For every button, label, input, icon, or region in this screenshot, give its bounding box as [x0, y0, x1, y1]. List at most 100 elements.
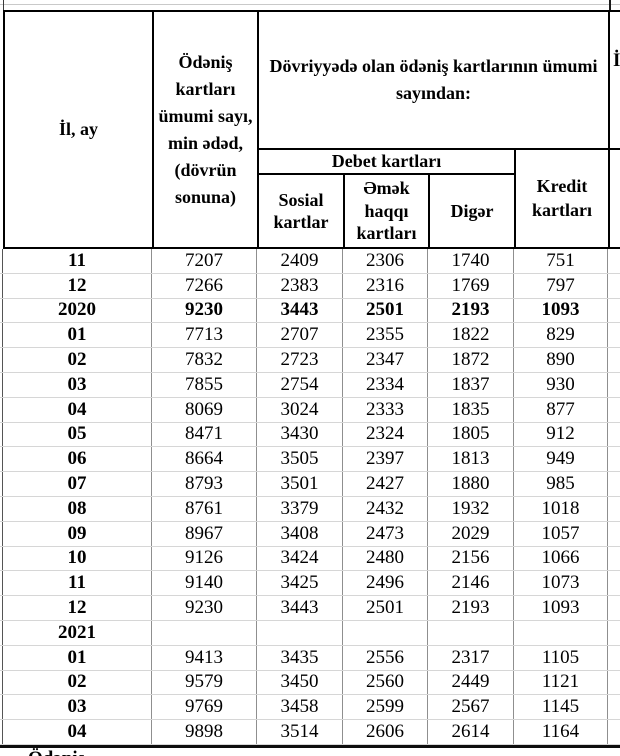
row-label: 01	[3, 645, 152, 670]
table-row: 05 8471 3430 2324 1805 912	[0, 422, 620, 448]
row-gutter	[0, 249, 3, 273]
row-value: 2567	[428, 695, 514, 720]
row-gutter	[0, 372, 3, 397]
row-value: 3514	[257, 720, 343, 744]
header-social-cards: Sosial kartlar	[259, 175, 345, 249]
row-value: 1105	[514, 645, 608, 670]
table-row: 09 8967 3408 2473 2029 1057	[0, 521, 620, 547]
row-value: 1066	[514, 546, 608, 571]
table-row: 11 9140 3425 2496 2146 1073	[0, 571, 620, 597]
row-value: 2449	[428, 670, 514, 695]
row-cut-cell	[608, 646, 620, 670]
row-value: 1837	[428, 372, 514, 397]
row-cut-cell	[608, 497, 620, 521]
row-cut-cell	[608, 571, 620, 595]
row-label: 03	[3, 695, 152, 720]
row-value: 1932	[428, 496, 514, 521]
row-value: 949	[514, 447, 608, 472]
table-row: 2020 9230 3443 2501 2193 1093	[0, 298, 620, 324]
row-value: 1740	[428, 249, 514, 273]
row-value: 3424	[257, 546, 343, 571]
row-value	[514, 620, 608, 645]
row-value: 2606	[343, 720, 428, 744]
header-salary-cards: Əmək haqqı kartları	[345, 175, 430, 249]
row-value: 7713	[152, 323, 257, 348]
table-row: 2021	[0, 620, 620, 646]
row-label: 12	[3, 273, 152, 298]
row-label: 02	[3, 348, 152, 372]
row-value: 2306	[343, 249, 428, 273]
row-label: 05	[3, 422, 152, 447]
row-value: 1093	[514, 298, 608, 323]
row-cut-cell	[608, 522, 620, 546]
row-value: 2432	[343, 496, 428, 521]
row-value: 2029	[428, 521, 514, 546]
row-value: 7207	[152, 249, 257, 273]
table-row: 08 8761 3379 2432 1932 1018	[0, 496, 620, 522]
row-value: 9769	[152, 695, 257, 720]
row-value: 797	[514, 273, 608, 298]
row-value	[152, 620, 257, 645]
row-label: 02	[3, 670, 152, 695]
row-value: 3379	[257, 496, 343, 521]
row-label: 2021	[3, 620, 152, 645]
row-value: 9898	[152, 720, 257, 744]
row-value: 2560	[343, 670, 428, 695]
row-value: 2347	[343, 348, 428, 372]
row-value: 3425	[257, 571, 343, 596]
row-value: 2723	[257, 348, 343, 372]
row-cut-cell	[608, 274, 620, 298]
row-value: 2334	[343, 372, 428, 397]
row-value: 3408	[257, 521, 343, 546]
table-row: 01 7713 2707 2355 1822 829	[0, 323, 620, 349]
table-row: 06 8664 3505 2397 1813 949	[0, 447, 620, 473]
row-value: 930	[514, 372, 608, 397]
row-value: 9230	[152, 298, 257, 323]
row-value: 1872	[428, 348, 514, 372]
row-cut-cell	[608, 621, 620, 645]
row-value: 2193	[428, 596, 514, 620]
row-value	[343, 620, 428, 645]
row-value: 7266	[152, 273, 257, 298]
row-value: 1835	[428, 397, 514, 422]
row-cut-cell	[608, 720, 620, 744]
row-value: 3430	[257, 422, 343, 447]
row-gutter	[0, 496, 3, 521]
table-row: 04 8069 3024 2333 1835 877	[0, 397, 620, 423]
table-row: 03 7855 2754 2334 1837 930	[0, 372, 620, 398]
row-value: 1145	[514, 695, 608, 720]
row-gutter	[0, 273, 3, 298]
row-value: 2501	[343, 298, 428, 323]
row-label: 09	[3, 521, 152, 546]
row-gutter	[0, 298, 3, 323]
header-cut-column	[610, 12, 620, 150]
table-bottom-border	[0, 745, 620, 748]
row-value: 3443	[257, 596, 343, 620]
row-cut-cell	[608, 373, 620, 397]
row-value: 8967	[152, 521, 257, 546]
row-cut-cell	[608, 423, 620, 447]
row-value: 3024	[257, 397, 343, 422]
row-label: 2020	[3, 298, 152, 323]
row-cut-cell	[608, 472, 620, 496]
row-value	[257, 620, 343, 645]
row-value: 3443	[257, 298, 343, 323]
row-value: 8761	[152, 496, 257, 521]
header-total-cards: Ödəniş kartları ümumi sayı, min ədəd, (d…	[154, 12, 259, 249]
row-cut-cell	[608, 348, 620, 372]
row-cut-cell	[608, 398, 620, 422]
row-value: 8664	[152, 447, 257, 472]
row-value: 2324	[343, 422, 428, 447]
row-value: 890	[514, 348, 608, 372]
table-row: 03 9769 3458 2599 2567 1145	[0, 695, 620, 721]
table-row: 07 8793 3501 2427 1880 985	[0, 472, 620, 497]
row-gutter	[0, 472, 3, 496]
row-value: 2556	[343, 645, 428, 670]
row-value: 2156	[428, 546, 514, 571]
row-value: 2473	[343, 521, 428, 546]
row-label: 10	[3, 546, 152, 571]
row-gutter	[0, 348, 3, 372]
table-row: 02 9579 3450 2560 2449 1121	[0, 670, 620, 696]
row-value: 2754	[257, 372, 343, 397]
table-row: 12 7266 2383 2316 1769 797	[0, 273, 620, 299]
